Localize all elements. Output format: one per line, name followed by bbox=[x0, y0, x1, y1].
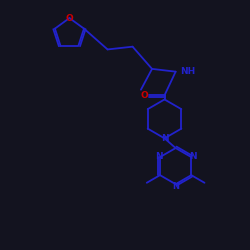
Text: N: N bbox=[161, 134, 168, 143]
Text: N: N bbox=[189, 152, 196, 161]
Text: N: N bbox=[155, 152, 162, 161]
Text: NH: NH bbox=[180, 67, 196, 76]
Text: N: N bbox=[172, 182, 179, 191]
Text: O: O bbox=[66, 14, 73, 22]
Text: O: O bbox=[141, 91, 148, 100]
